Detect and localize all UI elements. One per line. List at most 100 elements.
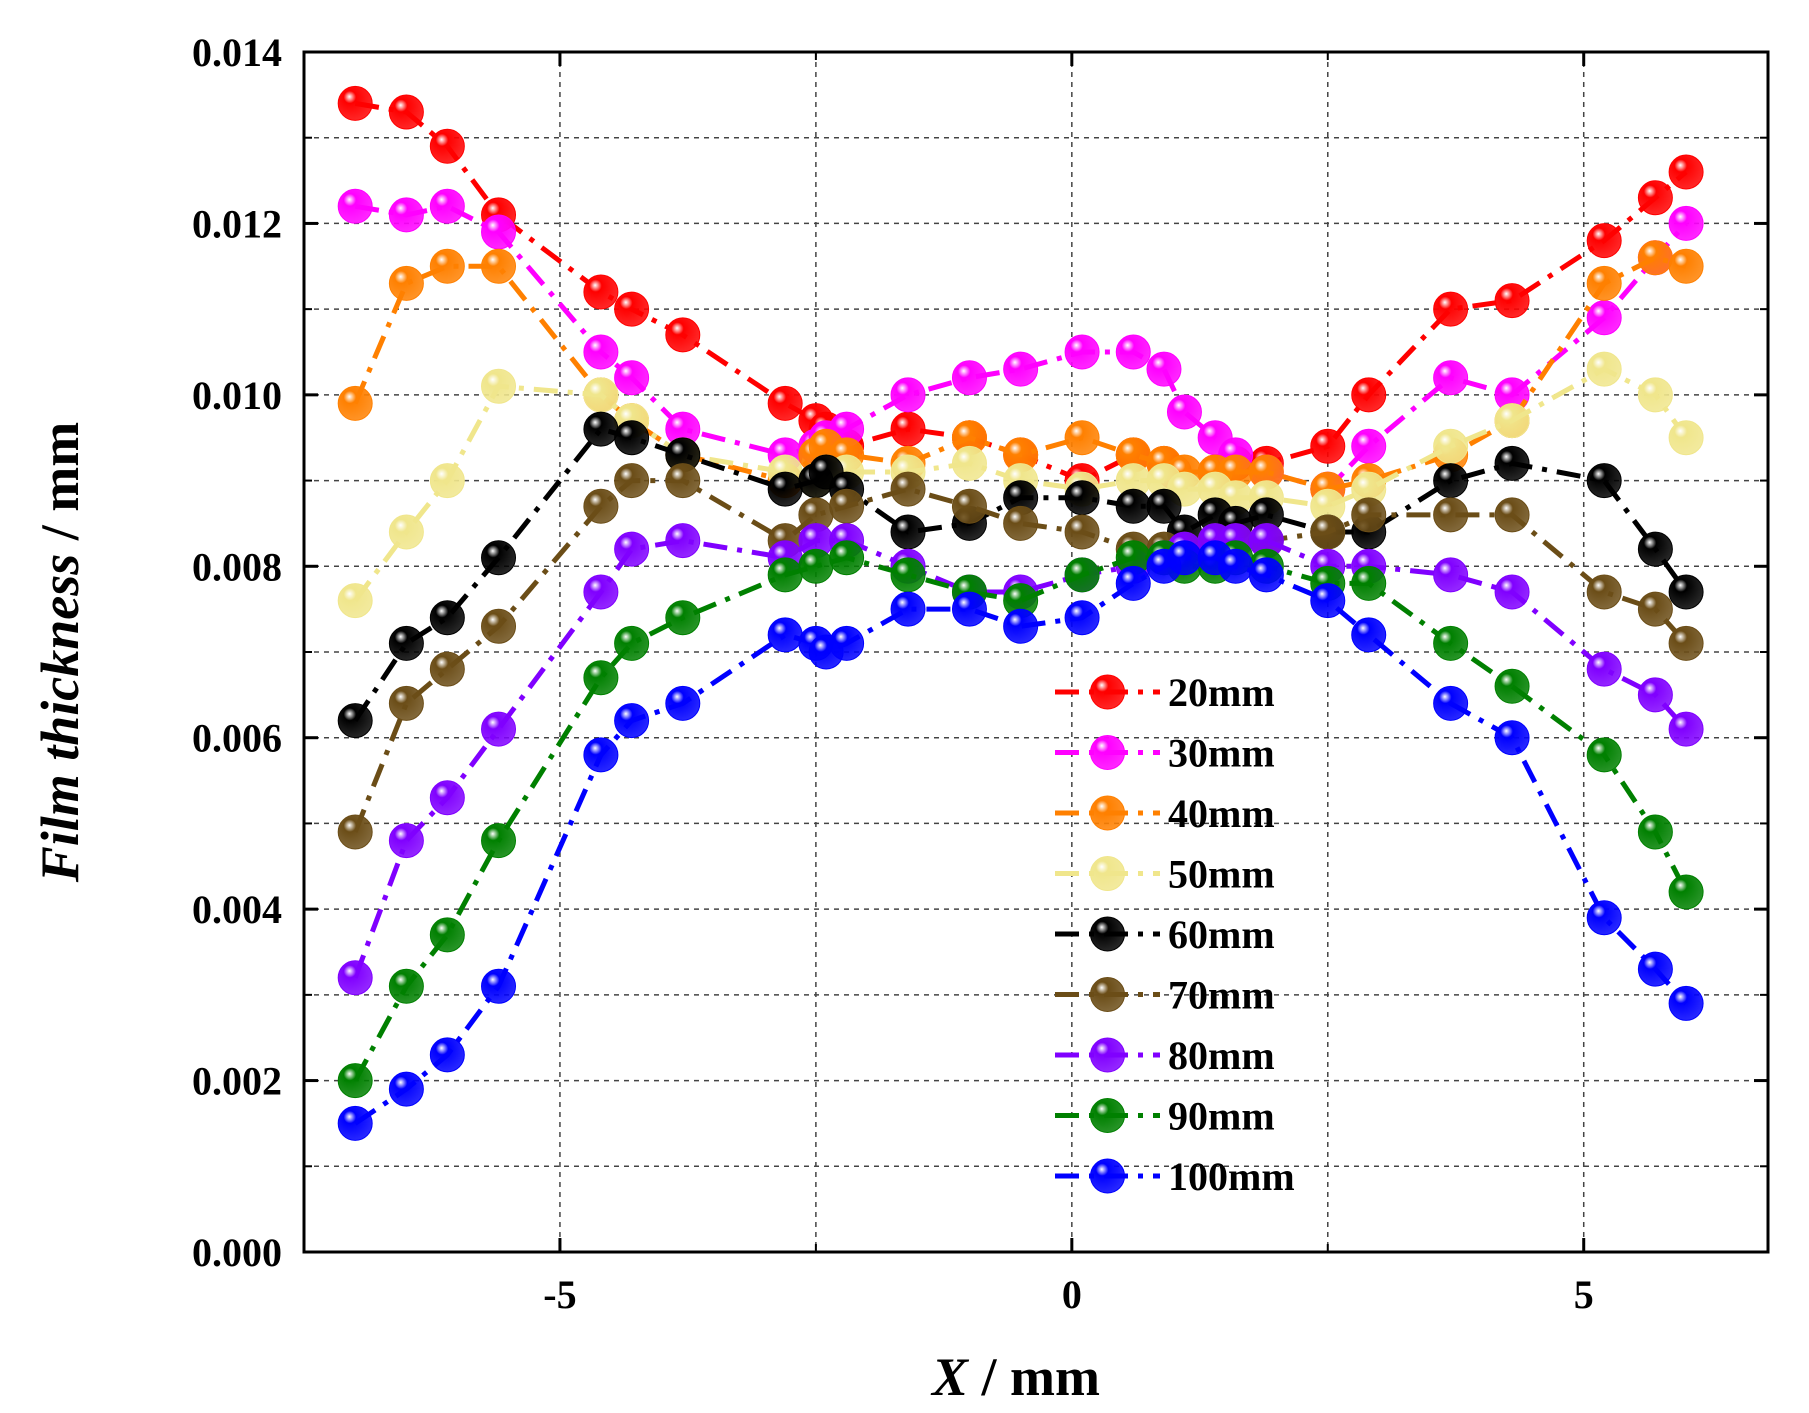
data-point	[481, 214, 517, 250]
data-point	[1586, 737, 1622, 773]
data-point	[337, 814, 373, 850]
data-point	[1668, 985, 1704, 1021]
legend-item-50mm: 50mm	[1055, 852, 1275, 897]
series-line	[353, 366, 1689, 603]
legend-marker	[1090, 977, 1125, 1012]
data-point	[614, 360, 650, 396]
data-point	[1586, 223, 1622, 259]
plot-frame	[302, 50, 1770, 1254]
data-point	[1494, 497, 1530, 533]
data-point	[1668, 874, 1704, 910]
data-point	[583, 334, 619, 370]
data-point	[614, 531, 650, 567]
x-tick-label: 5	[1574, 1272, 1594, 1317]
data-point	[388, 514, 424, 550]
legend-item-20mm: 20mm	[1055, 670, 1275, 715]
series-line	[354, 203, 1688, 492]
data-point	[1064, 600, 1100, 636]
data-point	[1494, 403, 1530, 439]
data-point	[481, 248, 517, 284]
data-point	[1494, 668, 1530, 704]
legend-label: 70mm	[1168, 973, 1275, 1018]
data-point	[1115, 565, 1151, 601]
data-point	[1668, 248, 1704, 284]
data-point	[1433, 497, 1469, 533]
y-axis-variable: Film thickness	[30, 554, 90, 884]
data-point	[1310, 514, 1346, 550]
data-point	[614, 291, 650, 327]
legend-marker	[1090, 916, 1125, 952]
legend-marker	[1090, 856, 1125, 891]
data-point	[1310, 428, 1346, 464]
data-point	[337, 1105, 373, 1141]
data-point	[337, 1063, 373, 1099]
data-point	[583, 377, 619, 413]
data-point	[951, 488, 987, 524]
data-point	[1003, 608, 1039, 644]
data-point	[481, 540, 517, 576]
data-point	[1433, 685, 1469, 721]
data-point	[665, 463, 701, 499]
data-point	[767, 471, 803, 507]
x-axis-title: X / mm	[930, 1347, 1100, 1407]
data-point	[1146, 488, 1182, 524]
data-point	[951, 591, 987, 627]
legend-item-40mm: 40mm	[1055, 791, 1275, 836]
x-tick-label: -5	[543, 1272, 576, 1317]
data-point	[665, 685, 701, 721]
data-point	[614, 420, 650, 456]
data-point	[1248, 557, 1284, 593]
data-point	[1637, 677, 1673, 713]
data-point	[1310, 583, 1346, 619]
data-point	[583, 274, 619, 310]
data-point	[429, 651, 465, 687]
data-point	[665, 317, 701, 353]
x-axis-variable: X	[930, 1347, 970, 1407]
data-point	[583, 737, 619, 773]
data-point	[890, 514, 926, 550]
legend-item-80mm: 80mm	[1055, 1033, 1275, 1078]
y-axis-title: Film thickness / mm	[30, 422, 90, 884]
data-point	[1115, 488, 1151, 524]
legend-item-60mm: 60mm	[1055, 912, 1275, 957]
data-point	[1351, 565, 1387, 601]
legend-item-70mm: 70mm	[1055, 973, 1275, 1018]
data-point	[1494, 283, 1530, 319]
data-point	[429, 128, 465, 164]
data-point	[429, 917, 465, 953]
data-point	[1668, 625, 1704, 661]
legend-label: 50mm	[1168, 852, 1275, 897]
data-point	[614, 463, 650, 499]
data-point	[1064, 514, 1100, 550]
y-tick-label: 0.002	[192, 1059, 282, 1104]
data-point	[951, 445, 987, 481]
data-point	[829, 540, 865, 576]
data-point	[1064, 480, 1100, 516]
data-point	[1637, 377, 1673, 413]
data-point	[1351, 428, 1387, 464]
y-tick-label: 0.006	[192, 716, 282, 761]
series-line	[353, 555, 1688, 1126]
data-point	[767, 557, 803, 593]
legend-item-90mm: 90mm	[1055, 1094, 1275, 1139]
data-point	[1146, 351, 1182, 387]
series-100mm	[337, 540, 1704, 1141]
data-point	[1668, 711, 1704, 747]
data-point	[388, 685, 424, 721]
data-point	[890, 557, 926, 593]
data-point	[481, 711, 517, 747]
data-point	[1637, 240, 1673, 276]
data-point	[388, 968, 424, 1004]
data-point	[665, 600, 701, 636]
legend-marker	[1090, 1158, 1125, 1194]
data-point	[1668, 154, 1704, 190]
legend-label: 60mm	[1168, 912, 1275, 957]
series-line	[354, 100, 1688, 484]
data-point	[1586, 300, 1622, 336]
data-point	[1115, 334, 1151, 370]
data-point	[798, 548, 834, 584]
data-point	[1586, 574, 1622, 610]
data-point	[890, 377, 926, 413]
data-point	[767, 385, 803, 421]
data-point	[429, 600, 465, 636]
